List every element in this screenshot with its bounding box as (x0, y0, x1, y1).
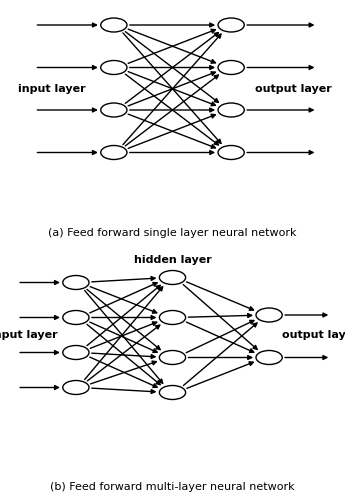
Ellipse shape (101, 146, 127, 160)
Ellipse shape (63, 380, 89, 394)
Ellipse shape (101, 103, 127, 117)
Ellipse shape (159, 350, 186, 364)
Text: input layer: input layer (18, 84, 86, 94)
Ellipse shape (101, 18, 127, 32)
Ellipse shape (218, 60, 244, 74)
Text: input layer: input layer (0, 330, 58, 340)
Ellipse shape (159, 270, 186, 284)
Text: output layer: output layer (283, 330, 345, 340)
Ellipse shape (63, 276, 89, 289)
Ellipse shape (159, 386, 186, 400)
Text: (b) Feed forward multi-layer neural network: (b) Feed forward multi-layer neural netw… (50, 482, 295, 492)
Ellipse shape (218, 146, 244, 160)
Ellipse shape (218, 103, 244, 117)
Text: output layer: output layer (255, 84, 332, 94)
Ellipse shape (256, 350, 282, 364)
Ellipse shape (101, 60, 127, 74)
Text: (a) Feed forward single layer neural network: (a) Feed forward single layer neural net… (48, 228, 297, 237)
Ellipse shape (159, 310, 186, 324)
Ellipse shape (63, 346, 89, 360)
Text: hidden layer: hidden layer (134, 255, 211, 265)
Ellipse shape (218, 18, 244, 32)
Ellipse shape (63, 310, 89, 324)
Ellipse shape (256, 308, 282, 322)
